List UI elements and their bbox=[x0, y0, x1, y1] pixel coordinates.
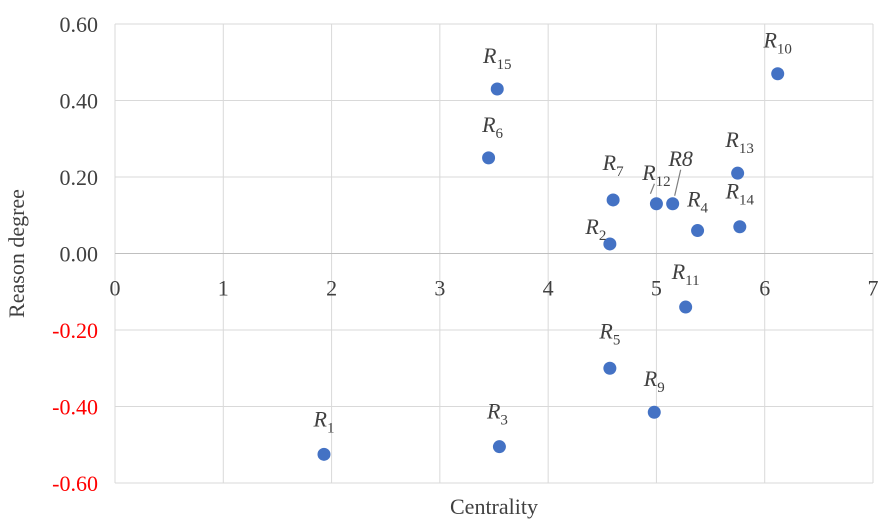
y-tick-label: -0.60 bbox=[52, 471, 98, 496]
point-label: R4 bbox=[686, 187, 708, 217]
data-point bbox=[603, 361, 617, 375]
y-tick-labels: 0.60 0.40 0.20 0.00 -0.20 -0.40 -0.60 bbox=[52, 12, 98, 496]
x-tick-label: 3 bbox=[434, 276, 445, 301]
label-connector bbox=[674, 169, 682, 196]
point-label: R1 bbox=[313, 406, 335, 436]
data-point bbox=[490, 82, 504, 96]
point-label: R10 bbox=[762, 28, 791, 58]
x-tick-label: 4 bbox=[543, 276, 554, 301]
y-tick-label: 0.20 bbox=[60, 165, 99, 190]
x-axis-label: Centrality bbox=[450, 494, 538, 519]
point-labels: R1 R2 R3 R4 R5 R6 R7 R8 R9 R10 R11 R12 R13 R14 R15 bbox=[313, 28, 792, 437]
y-tick-label: 0.60 bbox=[60, 12, 99, 37]
x-tick-label: 7 bbox=[868, 276, 879, 301]
data-point bbox=[733, 220, 747, 234]
data-point bbox=[666, 197, 680, 211]
data-point bbox=[691, 224, 705, 238]
x-tick-label: 6 bbox=[759, 276, 770, 301]
point-label: R12 bbox=[641, 160, 670, 190]
label-connector bbox=[649, 183, 655, 194]
data-point bbox=[482, 151, 496, 165]
data-point bbox=[317, 447, 331, 461]
data-point bbox=[771, 67, 785, 81]
data-point bbox=[731, 166, 745, 180]
point-label: R9 bbox=[643, 366, 665, 396]
x-tick-label: 2 bbox=[326, 276, 337, 301]
y-tick-label: 0.00 bbox=[60, 242, 99, 267]
y-tick-label: 0.40 bbox=[60, 89, 99, 114]
point-label: R2 bbox=[584, 214, 606, 244]
point-label: R5 bbox=[598, 318, 620, 348]
point-label: R6 bbox=[481, 112, 503, 142]
point-label: R11 bbox=[671, 259, 700, 289]
point-label: R7 bbox=[602, 150, 624, 180]
point-label: R8 bbox=[667, 146, 692, 171]
y-tick-label: -0.20 bbox=[52, 318, 98, 343]
data-points bbox=[317, 67, 785, 461]
y-tick-label: -0.40 bbox=[52, 395, 98, 420]
x-tick-label: 1 bbox=[218, 276, 229, 301]
data-point bbox=[647, 405, 661, 419]
data-point bbox=[679, 300, 693, 314]
data-point bbox=[606, 193, 620, 207]
data-point bbox=[492, 440, 506, 454]
point-label: R13 bbox=[724, 127, 753, 157]
data-point bbox=[649, 197, 663, 211]
x-tick-label: 5 bbox=[651, 276, 662, 301]
data-point bbox=[603, 237, 617, 251]
point-label: R14 bbox=[725, 179, 755, 209]
x-tick-labels: 0 1 2 3 4 5 6 7 bbox=[110, 276, 879, 301]
label-connectors bbox=[649, 169, 682, 196]
point-label: R3 bbox=[486, 399, 508, 429]
y-axis-label: Reason degree bbox=[4, 189, 29, 318]
grid-lines bbox=[114, 23, 874, 484]
x-tick-label: 0 bbox=[110, 276, 121, 301]
point-label: R15 bbox=[482, 43, 511, 73]
